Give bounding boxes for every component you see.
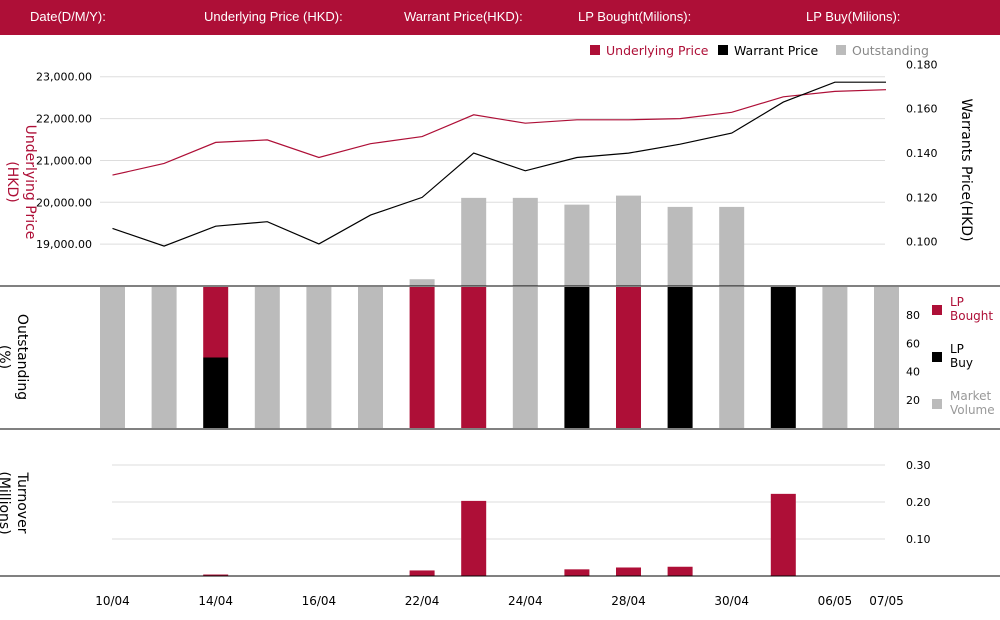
y-axis-title-right: Warrants Price(HKD) <box>958 98 974 241</box>
y-tick-label-left: 20,000.00 <box>36 196 92 209</box>
market-volume-bar <box>358 287 383 428</box>
legend-label: LP Buy <box>950 342 973 370</box>
y-tick-label-turnover: 0.30 <box>906 459 931 472</box>
legend-swatch <box>932 352 942 362</box>
outstanding-bar <box>616 195 641 286</box>
turnover-bar <box>203 574 229 576</box>
y-tick-label-right: 0.140 <box>906 147 938 160</box>
market-volume-bar <box>254 287 280 428</box>
market-volume-bar <box>306 287 332 428</box>
y-tick-label-left: 23,000.00 <box>36 71 92 84</box>
outstanding-bar <box>512 197 538 286</box>
y-axis-title-turnover: Turnover(Millions) <box>0 471 30 534</box>
date-label: Date(D/M/Y): <box>30 9 106 24</box>
warrant-price-line <box>112 81 886 247</box>
y-axis-title-turnover-text: Turnover(Millions) <box>0 471 30 534</box>
legend-swatch <box>932 305 942 315</box>
turnover-bar <box>667 566 693 576</box>
lp-buy-bar <box>564 287 590 428</box>
y-axis-title-right-text: Warrants Price(HKD) <box>958 98 974 241</box>
x-tick-label: 30/04 <box>714 594 749 608</box>
header-bar: Date(D/M/Y): Underlying Price (HKD): War… <box>0 0 1000 35</box>
legend-swatch <box>718 45 728 55</box>
y-axis-title-left-text: Underlying Price(HKD) <box>4 125 38 240</box>
lp-buy-bar <box>203 357 229 428</box>
legend-swatch <box>836 45 846 55</box>
y-axis-title-outstanding-text: Outstanding(%) <box>0 314 30 400</box>
y-axis-title-outstanding: Outstanding(%) <box>0 314 30 400</box>
y-axis-title-left: Underlying Price(HKD) <box>4 125 38 240</box>
legend-label: Outstanding <box>852 43 929 58</box>
outstanding-bar <box>719 206 745 286</box>
y-tick-label-left: 22,000.00 <box>36 113 92 126</box>
y-tick-label-outstanding: 20 <box>906 394 920 407</box>
y-tick-label-right: 0.180 <box>906 58 938 71</box>
turnover-bar <box>564 569 590 576</box>
x-tick-label: 22/04 <box>405 594 440 608</box>
market-volume-bar <box>822 287 848 428</box>
y-tick-label-turnover: 0.10 <box>906 533 931 546</box>
outstanding-bar <box>667 206 693 286</box>
turnover-bar <box>409 570 435 576</box>
x-tick-label: 16/04 <box>302 594 337 608</box>
x-tick-label: 06/05 <box>818 594 853 608</box>
market-volume-bar <box>874 287 899 428</box>
y-tick-label-outstanding: 60 <box>906 337 920 350</box>
outstanding-bar <box>461 197 487 286</box>
legend-swatch <box>932 399 942 409</box>
lp-bought-bar <box>203 287 229 358</box>
lp-buy-bar <box>770 287 796 428</box>
turnover-bar <box>616 567 641 576</box>
y-tick-label-outstanding: 40 <box>906 366 920 379</box>
y-tick-label-right: 0.120 <box>906 191 938 204</box>
legend-label: LP Bought <box>950 295 993 323</box>
x-tick-label: 07/05 <box>869 594 904 608</box>
y-tick-label-outstanding: 80 <box>906 309 920 322</box>
legend-label: Warrant Price <box>734 43 819 58</box>
outstanding-bar <box>564 204 590 286</box>
underlying-price-line <box>112 89 887 176</box>
y-tick-label-right: 0.160 <box>906 103 938 116</box>
lp-buy-label: LP Buy(Milions): <box>806 9 901 24</box>
x-tick-label: 10/04 <box>95 594 130 608</box>
lp-bought-bar <box>616 287 641 428</box>
legend-label: Underlying Price <box>606 43 709 58</box>
lp-bought-label: LP Bought(Milions): <box>578 9 692 24</box>
lp-bought-bar <box>409 287 435 428</box>
y-tick-label-left: 21,000.00 <box>36 154 92 167</box>
market-volume-bar <box>719 287 745 428</box>
y-tick-label-right: 0.100 <box>906 236 938 249</box>
market-volume-bar <box>512 287 538 428</box>
y-tick-label-left: 19,000.00 <box>36 238 92 251</box>
x-tick-label: 24/04 <box>508 594 543 608</box>
y-tick-label-turnover: 0.20 <box>906 496 931 509</box>
market-volume-bar <box>100 287 125 428</box>
x-tick-label: 28/04 <box>611 594 646 608</box>
lp-bought-bar <box>461 287 487 428</box>
market-volume-bar <box>151 287 177 428</box>
legend-swatch <box>590 45 600 55</box>
x-tick-label: 14/04 <box>198 594 233 608</box>
turnover-bar <box>770 493 796 576</box>
turnover-bar <box>461 500 487 576</box>
legend-label: Market Volume <box>950 389 995 417</box>
underlying-price-label: Underlying Price (HKD): <box>204 9 343 24</box>
outstanding-bar <box>409 279 435 286</box>
lp-buy-bar <box>667 287 693 428</box>
warrant-price-label: Warrant Price(HKD): <box>404 9 523 24</box>
